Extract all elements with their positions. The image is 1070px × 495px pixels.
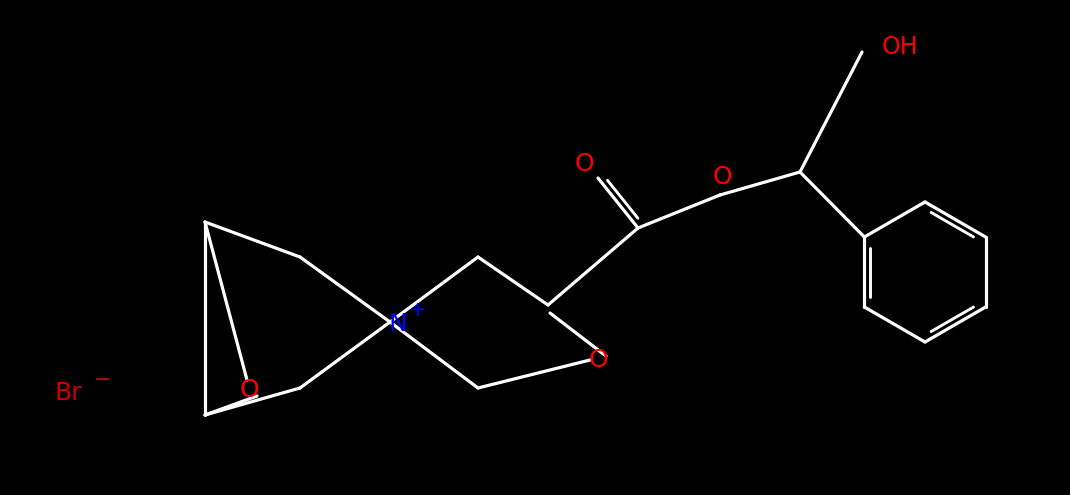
Text: O: O [575, 152, 594, 176]
Text: OH: OH [882, 35, 918, 59]
Text: +: + [409, 300, 427, 320]
Text: O: O [713, 165, 732, 189]
Text: O: O [240, 378, 259, 402]
Text: −: − [94, 370, 111, 390]
Text: Br: Br [55, 381, 81, 405]
Text: O: O [588, 348, 608, 372]
Text: N: N [388, 312, 408, 336]
